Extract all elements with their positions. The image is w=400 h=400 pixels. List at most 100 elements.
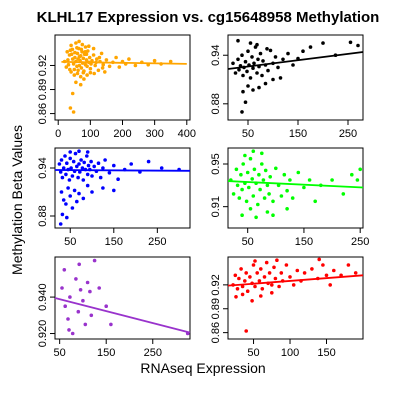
data-point — [86, 163, 91, 168]
panel-5: 50 150 250 0.920 0.940 — [37, 256, 191, 359]
data-point — [82, 77, 86, 81]
data-point — [264, 260, 269, 265]
data-point — [255, 42, 259, 47]
data-point — [127, 57, 131, 61]
data-point — [356, 43, 360, 48]
data-point — [67, 328, 71, 332]
x-tick-label: 300 — [145, 128, 163, 140]
data-point — [83, 45, 88, 49]
data-point — [84, 58, 89, 62]
panels: 0 100 200 300 400 0.86 0.89 0.92 50 150 250 0.88 0.9… — [37, 34, 369, 359]
data-point — [237, 276, 241, 281]
data-point — [243, 100, 248, 104]
data-point — [60, 212, 65, 217]
data-point — [248, 156, 253, 161]
data-point — [284, 263, 289, 267]
data-point — [231, 61, 235, 66]
data-point — [87, 44, 91, 48]
data-point — [324, 273, 329, 278]
data-point — [245, 289, 250, 294]
data-point — [288, 178, 292, 182]
data-point — [77, 191, 81, 196]
y-tick-label: 0.92 — [210, 274, 222, 295]
data-point — [260, 151, 264, 156]
data-point — [241, 89, 245, 94]
data-point — [236, 57, 240, 62]
data-point — [104, 58, 109, 62]
data-point — [107, 64, 112, 69]
data-point — [58, 222, 63, 226]
data-point — [100, 66, 105, 70]
data-point — [253, 259, 257, 263]
data-point — [64, 172, 68, 177]
y-tick-label: 0.88 — [37, 205, 49, 226]
data-point — [290, 196, 295, 200]
data-point — [63, 154, 67, 158]
data-point — [267, 192, 271, 196]
data-point — [66, 62, 71, 67]
data-point — [234, 295, 238, 299]
data-point — [79, 47, 84, 52]
data-point — [67, 53, 72, 57]
plot-frame — [54, 147, 191, 229]
data-point — [64, 202, 68, 206]
data-point — [240, 110, 244, 114]
data-point — [313, 199, 318, 204]
data-point — [93, 63, 97, 68]
data-point — [237, 196, 242, 200]
data-point — [346, 263, 351, 267]
data-point — [104, 304, 108, 309]
data-point — [246, 84, 250, 88]
data-point — [68, 295, 72, 299]
data-point — [65, 50, 69, 54]
data-point — [237, 68, 241, 72]
data-point — [72, 67, 77, 72]
y-tick-label: 0.89 — [37, 79, 49, 100]
data-point — [235, 183, 240, 188]
data-point — [79, 158, 83, 162]
data-point — [68, 67, 72, 72]
data-point — [76, 68, 80, 73]
x-tick-label: 50 — [54, 347, 66, 359]
y-tick-label: 0.94 — [210, 44, 222, 65]
data-point — [256, 57, 260, 62]
data-point — [65, 215, 69, 220]
data-point — [250, 55, 254, 59]
data-point — [61, 166, 66, 170]
data-point — [96, 161, 101, 165]
data-point — [260, 287, 265, 291]
data-point — [92, 71, 96, 76]
data-point — [244, 271, 248, 275]
x-tick-label: 200 — [113, 128, 131, 140]
data-point — [261, 59, 265, 63]
panel-3: 50 150 250 0.88 0.94 — [37, 147, 191, 248]
data-point — [77, 162, 81, 166]
data-point — [90, 190, 94, 194]
data-point — [133, 63, 138, 68]
data-point — [246, 49, 250, 53]
data-point — [350, 172, 354, 177]
data-point — [64, 65, 69, 69]
x-tick-label: 50 — [242, 236, 254, 248]
data-point — [97, 55, 102, 60]
y-tick-label: 0.86 — [37, 103, 49, 124]
data-point — [91, 53, 96, 57]
data-point — [85, 150, 90, 154]
data-point — [257, 279, 262, 283]
data-point — [278, 76, 283, 80]
x-tick-label: 250 — [144, 347, 162, 359]
data-point — [302, 271, 307, 275]
data-point — [70, 206, 75, 210]
x-tick-label: 250 — [351, 236, 369, 248]
regression-line — [61, 60, 187, 65]
data-point — [101, 186, 105, 190]
data-point — [77, 262, 81, 267]
data-point — [255, 271, 259, 275]
data-point — [250, 177, 254, 181]
data-point — [81, 70, 86, 75]
data-point — [259, 267, 263, 271]
y-tick-label: 0.95 — [210, 153, 222, 174]
data-point — [70, 91, 75, 96]
data-point — [72, 73, 77, 77]
